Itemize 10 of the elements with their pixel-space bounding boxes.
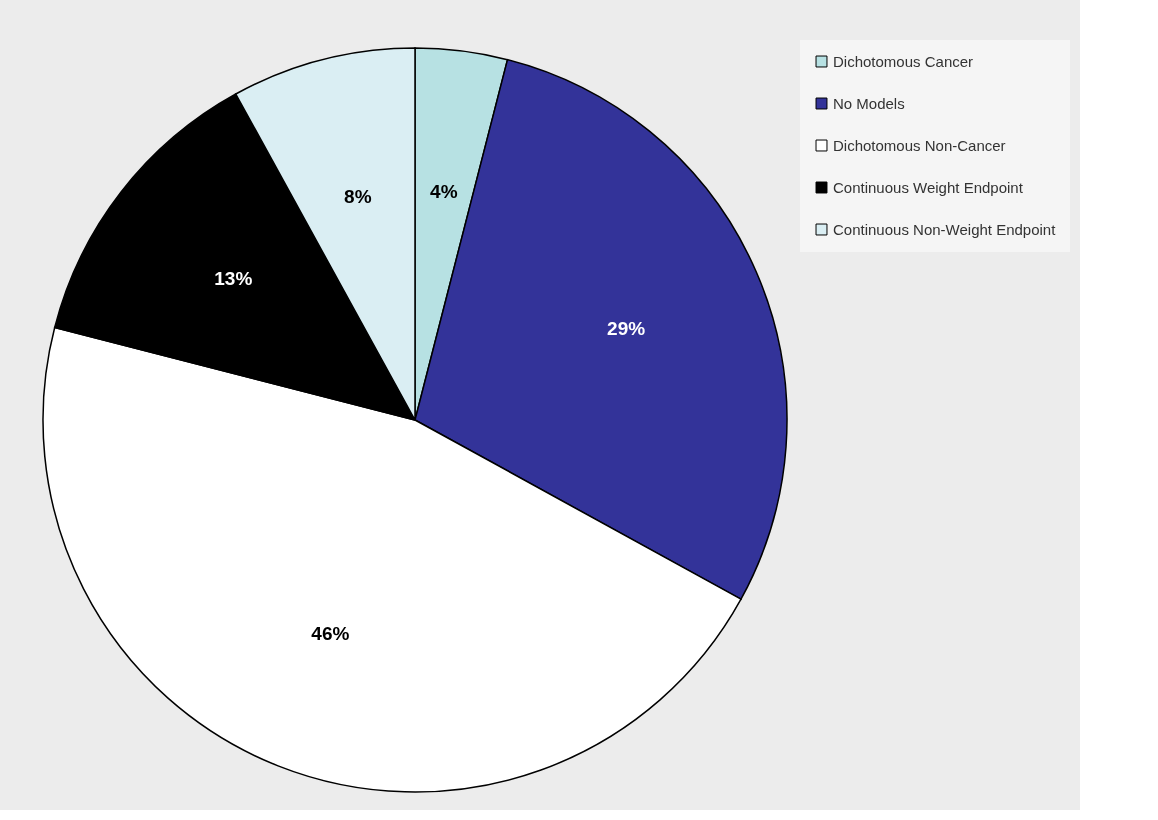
data-label: 13% [214, 268, 253, 290]
data-label: 4% [430, 180, 458, 202]
legend-label: Continuous Weight Endpoint [833, 178, 1024, 196]
data-label: 29% [607, 317, 646, 339]
legend-label: No Models [833, 94, 905, 112]
data-label: 8% [344, 186, 372, 208]
data-label: 46% [311, 622, 350, 644]
legend-label: Dichotomous Cancer [833, 52, 974, 70]
legend-label: Continuous Non-Weight Endpoint [833, 220, 1057, 238]
legend-label: Dichotomous Non-Cancer [833, 136, 1006, 154]
